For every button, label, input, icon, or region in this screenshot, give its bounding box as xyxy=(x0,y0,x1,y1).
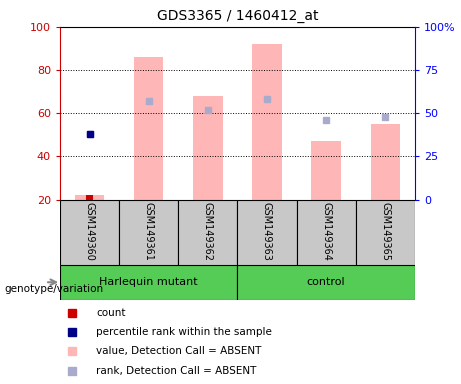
Bar xyxy=(237,200,296,265)
Bar xyxy=(119,200,178,265)
Text: GSM149363: GSM149363 xyxy=(262,202,272,260)
Text: GSM149362: GSM149362 xyxy=(203,202,213,261)
Bar xyxy=(60,265,237,300)
Bar xyxy=(252,44,282,200)
Text: GSM149361: GSM149361 xyxy=(144,202,154,260)
Text: GSM149364: GSM149364 xyxy=(321,202,331,260)
Bar xyxy=(86,195,93,200)
Text: percentile rank within the sample: percentile rank within the sample xyxy=(96,327,272,337)
Text: GSM149365: GSM149365 xyxy=(380,202,390,261)
Bar xyxy=(60,200,119,265)
Bar xyxy=(356,200,415,265)
Bar xyxy=(75,195,104,200)
Title: GDS3365 / 1460412_at: GDS3365 / 1460412_at xyxy=(157,9,318,23)
Text: control: control xyxy=(307,277,345,287)
Bar xyxy=(134,57,164,200)
Text: GSM149360: GSM149360 xyxy=(84,202,95,260)
Bar xyxy=(178,200,237,265)
Text: count: count xyxy=(96,308,125,318)
Bar xyxy=(193,96,223,200)
Text: value, Detection Call = ABSENT: value, Detection Call = ABSENT xyxy=(96,346,261,356)
Bar xyxy=(237,265,415,300)
Bar xyxy=(296,200,356,265)
Text: rank, Detection Call = ABSENT: rank, Detection Call = ABSENT xyxy=(96,366,256,376)
Text: genotype/variation: genotype/variation xyxy=(5,284,104,294)
Bar xyxy=(311,141,341,200)
Bar xyxy=(371,124,400,200)
Text: Harlequin mutant: Harlequin mutant xyxy=(100,277,198,287)
